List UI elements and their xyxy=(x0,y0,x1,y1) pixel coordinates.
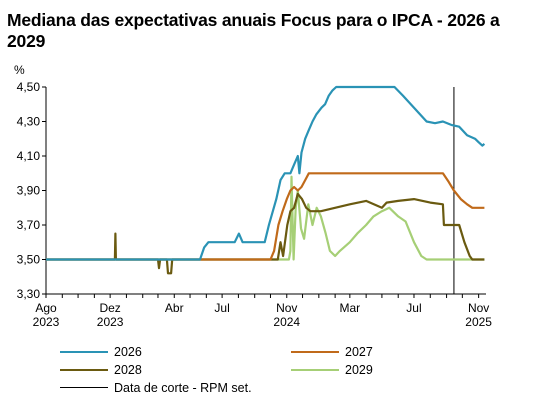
series-line-2028 xyxy=(46,192,485,275)
legend-item-2027: 2027 xyxy=(291,344,451,360)
legend-item-2026: 2026 xyxy=(60,344,220,360)
x-tick-year-label: 2023 xyxy=(97,315,124,329)
series-line-2027 xyxy=(46,172,485,261)
legend-label-cutoff: Data de corte - RPM set. xyxy=(114,381,252,395)
legend-swatch-2028 xyxy=(60,369,108,371)
legend-label-2028: 2028 xyxy=(114,363,142,377)
x-tick-label: Ago xyxy=(35,301,57,315)
x-tick-label: Jul xyxy=(214,301,229,315)
series-line-2026 xyxy=(46,85,486,261)
x-tick-year-label: 2025 xyxy=(465,315,492,329)
legend-item-2028: 2028 xyxy=(60,362,220,378)
x-tick-label: Mar xyxy=(340,301,361,315)
y-tick-label: 4,10 xyxy=(17,149,41,163)
x-tick-label: Dez xyxy=(99,301,120,315)
legend-swatch-2026 xyxy=(60,351,108,353)
y-tick-label: 4,50 xyxy=(17,80,41,94)
legend-item-2029: 2029 xyxy=(291,362,451,378)
x-tick-label: Nov xyxy=(276,301,297,315)
x-tick-year-label: 2024 xyxy=(273,315,300,329)
y-tick-label: 3,70 xyxy=(17,218,41,232)
chart-title: Mediana das expectativas anuais Focus pa… xyxy=(7,10,500,51)
x-tick-label: Jul xyxy=(406,301,421,315)
legend-label-2027: 2027 xyxy=(345,345,373,359)
y-axis-unit: % xyxy=(14,63,25,77)
series-line-2029 xyxy=(46,175,485,261)
y-tick-label: 3,90 xyxy=(17,184,41,198)
y-tick-label: 3,30 xyxy=(17,287,41,301)
y-tick-label: 3,50 xyxy=(17,253,41,267)
legend-swatch-2029 xyxy=(291,369,339,371)
legend-item-cutoff: Data de corte - RPM set. xyxy=(60,380,320,396)
chart-axes: 3,303,503,703,904,104,304,50Ago2023Dez20… xyxy=(17,80,493,329)
legend-label-2029: 2029 xyxy=(345,363,373,377)
legend-label-2026: 2026 xyxy=(114,345,142,359)
series-layer xyxy=(46,85,486,275)
x-tick-label: Abr xyxy=(165,301,184,315)
x-tick-label: Nov xyxy=(468,301,489,315)
x-tick-year-label: 2023 xyxy=(33,315,60,329)
y-tick-label: 4,30 xyxy=(17,115,41,129)
legend-swatch-cutoff xyxy=(60,387,108,388)
legend-swatch-2027 xyxy=(291,351,339,353)
